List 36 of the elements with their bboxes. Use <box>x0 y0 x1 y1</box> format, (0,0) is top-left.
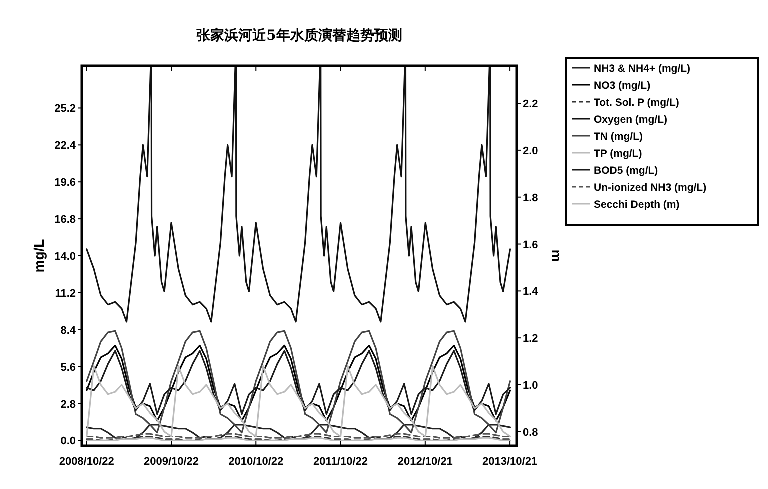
y2-axis-title: m <box>549 250 565 262</box>
y-tick-label: 11.2 <box>55 288 76 300</box>
y2-tick-label: 1.6 <box>523 239 538 252</box>
legend-label: Oxygen (mg/L) <box>594 114 668 126</box>
y-tick-label: 16.8 <box>54 214 76 226</box>
y-tick-label: 19.6 <box>54 177 76 190</box>
y-tick-label: 22.4 <box>54 140 77 152</box>
legend-label: BOD5 (mg/L) <box>594 165 658 177</box>
x-tick-label: 2009/10/22 <box>144 456 200 468</box>
y2-tick-label: 1.0 <box>523 380 538 392</box>
x-tick-label: 2008/10/22 <box>59 456 114 468</box>
y-tick-label: 0.0 <box>60 436 76 448</box>
y-tick-label: 5.6 <box>60 362 76 374</box>
legend-label: NH3 & NH4+ (mg/L) <box>594 63 691 75</box>
y-tick-label: 25.2 <box>54 103 76 116</box>
x-tick-label: 2013/10/21 <box>482 456 538 468</box>
legend-label: NO3 (mg/L) <box>594 80 651 92</box>
legend-label: TP (mg/L) <box>594 148 642 160</box>
x-tick-label: 2012/10/21 <box>398 456 453 468</box>
y2-tick-label: 2.2 <box>523 98 538 111</box>
y2-tick-label: 0.8 <box>523 426 538 439</box>
x-tick-label: 2010/10/22 <box>228 456 284 468</box>
y-tick-label: 8.4 <box>60 324 77 337</box>
y2-tick-label: 2.0 <box>523 145 538 158</box>
legend-label: TN (mg/L) <box>594 131 643 143</box>
legend-label: Tot. Sol. P (mg/L) <box>594 97 680 109</box>
y2-tick-label: 1.2 <box>523 333 538 346</box>
y-axis-title: mg/L <box>31 238 47 273</box>
y2-tick-label: 1.4 <box>523 286 540 298</box>
title: 张家浜河近5年水质演替趋势预测 <box>196 28 402 44</box>
x-tick-label: 2011/10/22 <box>314 456 368 468</box>
y-tick-label: 2.8 <box>60 398 76 411</box>
legend-label: Un-ionized NH3 (mg/L) <box>594 182 707 194</box>
legend-label: Secchi Depth (m) <box>594 199 680 211</box>
y2-tick-label: 1.8 <box>523 192 538 204</box>
y-tick-label: 14.0 <box>54 251 76 263</box>
